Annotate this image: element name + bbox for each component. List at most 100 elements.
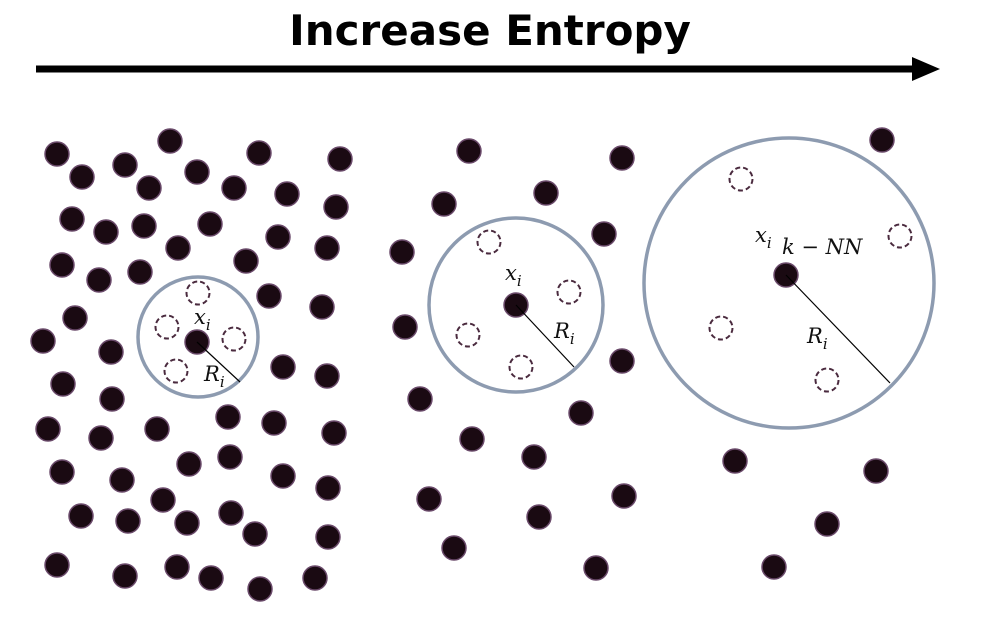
- point: [247, 576, 273, 602]
- point: [722, 448, 748, 474]
- point: [176, 451, 202, 477]
- label-subscript: i: [570, 330, 575, 348]
- radius-label: Ri: [553, 319, 575, 348]
- neighbor-point: [163, 358, 189, 384]
- label-subscript: i: [767, 234, 772, 252]
- point: [165, 235, 191, 261]
- neighbor-point: [887, 223, 913, 249]
- point: [309, 294, 335, 320]
- point: [157, 128, 183, 154]
- point: [59, 206, 85, 232]
- point: [441, 535, 467, 561]
- point: [314, 235, 340, 261]
- arrow-head: [912, 57, 940, 81]
- point: [88, 425, 114, 451]
- point: [112, 152, 138, 178]
- point: [526, 504, 552, 530]
- point: [314, 363, 340, 389]
- radius-line: [196, 341, 241, 383]
- label-subscript: i: [517, 272, 522, 290]
- point: [215, 404, 241, 430]
- neighbor-point: [154, 314, 180, 340]
- point: [256, 283, 282, 309]
- neighbor-point: [455, 322, 481, 348]
- label-base: x: [505, 261, 517, 285]
- point-label: xi: [194, 305, 211, 334]
- point: [246, 140, 272, 166]
- point: [261, 410, 287, 436]
- point: [315, 524, 341, 550]
- point: [49, 252, 75, 278]
- point: [198, 565, 224, 591]
- point: [327, 146, 353, 172]
- point: [115, 508, 141, 534]
- point: [869, 127, 895, 153]
- neighbor-point: [814, 367, 840, 393]
- point: [127, 259, 153, 285]
- point: [533, 180, 559, 206]
- point: [44, 552, 70, 578]
- label-base: R: [553, 319, 570, 343]
- method-label: k − NN: [782, 235, 863, 259]
- point: [98, 339, 124, 365]
- point: [302, 565, 328, 591]
- neighbor-point: [728, 166, 754, 192]
- neighbor-point: [556, 279, 582, 305]
- point: [150, 487, 176, 513]
- label-subscript: i: [220, 373, 225, 391]
- point: [164, 554, 190, 580]
- point: [323, 194, 349, 220]
- point: [609, 145, 635, 171]
- point: [136, 175, 162, 201]
- point: [217, 444, 243, 470]
- neighbor-point: [221, 326, 247, 352]
- point: [611, 483, 637, 509]
- point: [416, 486, 442, 512]
- point: [270, 463, 296, 489]
- neighborhood-ball: [427, 216, 605, 394]
- point: [591, 221, 617, 247]
- point: [863, 458, 889, 484]
- neighbor-point: [708, 315, 734, 341]
- points: [30, 127, 913, 602]
- point: [459, 426, 485, 452]
- point-label: xi: [755, 223, 772, 252]
- point: [233, 248, 259, 274]
- point: [431, 191, 457, 217]
- point: [69, 164, 95, 190]
- point: [274, 181, 300, 207]
- point: [68, 503, 94, 529]
- point: [218, 500, 244, 526]
- point: [44, 141, 70, 167]
- point: [86, 267, 112, 293]
- radius-label: Ri: [806, 324, 828, 353]
- point: [131, 213, 157, 239]
- label-subscript: i: [823, 335, 828, 353]
- point: [761, 554, 787, 580]
- point: [389, 239, 415, 265]
- point: [321, 420, 347, 446]
- point: [265, 224, 291, 250]
- radius-line: [515, 304, 575, 368]
- point: [197, 211, 223, 237]
- neighbor-point: [476, 229, 502, 255]
- point: [315, 475, 341, 501]
- label-base: x: [194, 305, 206, 329]
- point: [93, 219, 119, 245]
- neighbor-point: [185, 280, 211, 306]
- point: [814, 511, 840, 537]
- neighborhood-ball: [136, 275, 260, 399]
- point: [99, 386, 125, 412]
- point: [49, 459, 75, 485]
- point: [270, 354, 296, 380]
- neighbor-point: [508, 354, 534, 380]
- point: [112, 563, 138, 589]
- point: [62, 305, 88, 331]
- point: [174, 510, 200, 536]
- radius-line: [785, 274, 891, 384]
- point: [184, 159, 210, 185]
- point: [144, 416, 170, 442]
- point: [221, 175, 247, 201]
- label-base: R: [203, 362, 220, 386]
